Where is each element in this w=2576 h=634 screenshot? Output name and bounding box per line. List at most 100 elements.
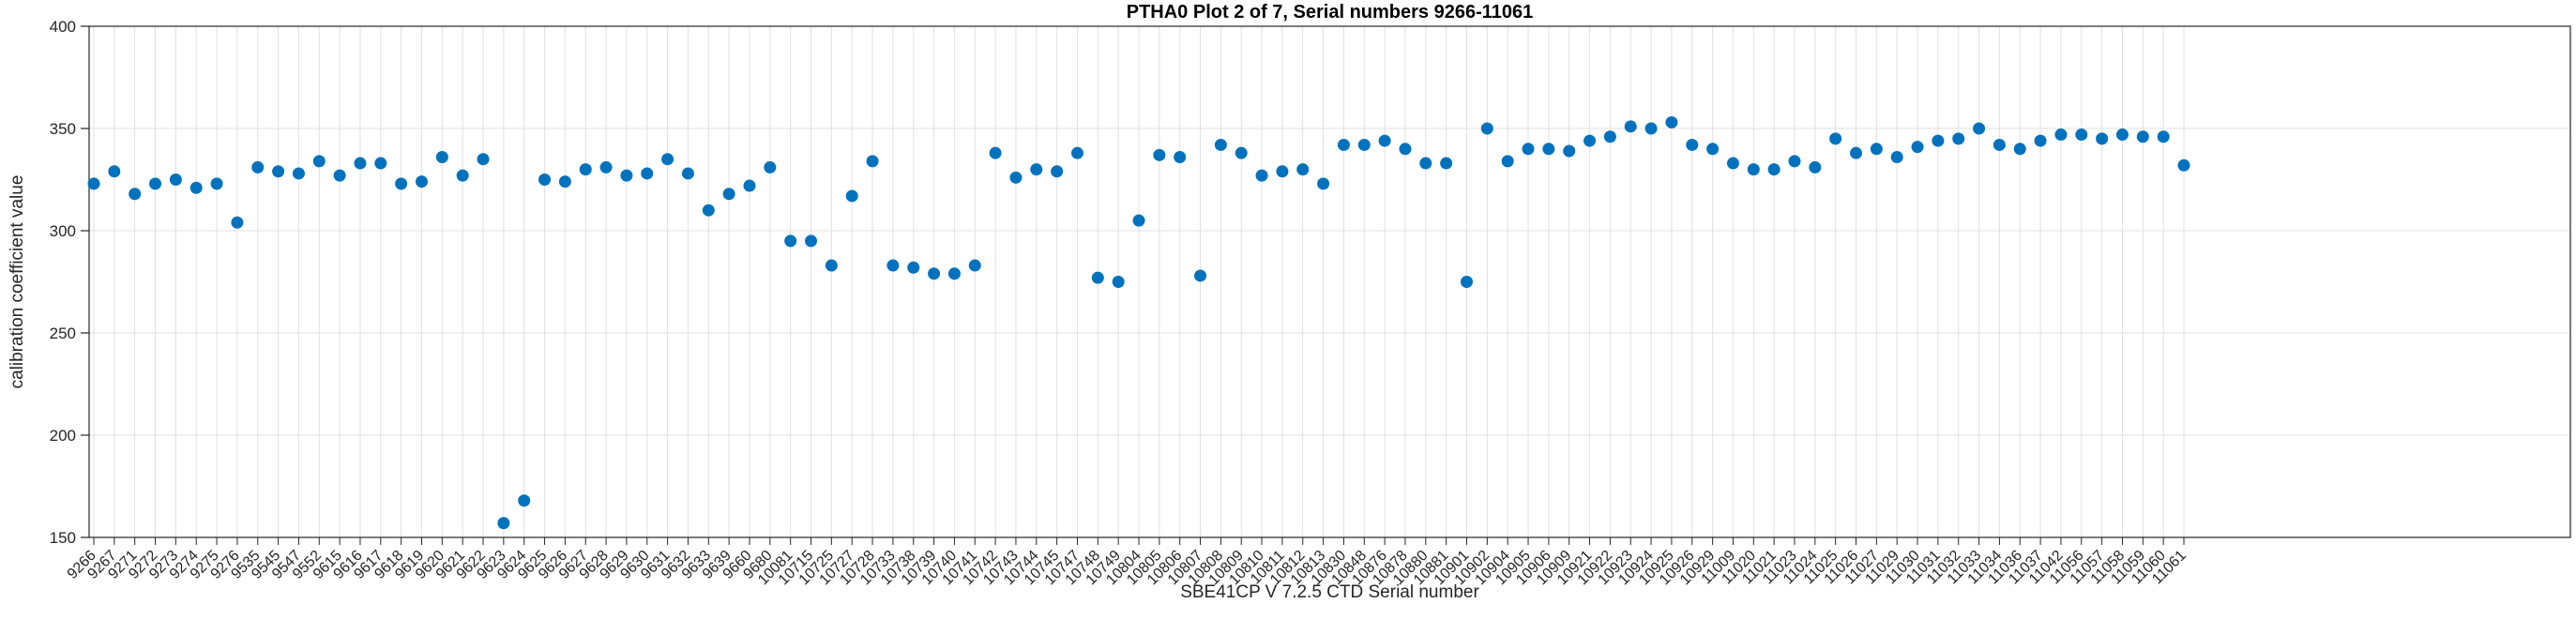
data-point — [784, 234, 797, 248]
data-point — [149, 177, 162, 190]
data-point — [1357, 138, 1371, 151]
data-point — [2075, 128, 2088, 142]
data-point — [1767, 163, 1780, 176]
data-point — [1030, 163, 1043, 176]
y-tick-label: 250 — [50, 325, 76, 342]
data-point — [210, 177, 223, 190]
data-point — [1870, 143, 1883, 156]
data-point — [2177, 158, 2190, 172]
data-point — [1091, 271, 1104, 284]
data-point — [333, 169, 346, 182]
data-point — [702, 204, 715, 217]
y-tick-label: 200 — [50, 427, 76, 445]
data-point — [2115, 128, 2129, 142]
data-point — [538, 174, 552, 186]
data-point — [374, 157, 387, 170]
data-point — [968, 259, 981, 272]
data-point — [1973, 122, 1986, 135]
data-point — [866, 155, 879, 168]
data-point — [435, 151, 448, 164]
data-point — [1890, 151, 1903, 164]
gridlines — [89, 25, 2570, 538]
data-point — [558, 175, 571, 189]
data-point — [1706, 143, 1720, 156]
data-point — [579, 163, 592, 176]
data-point — [1009, 171, 1023, 184]
data-point — [312, 155, 326, 168]
data-point — [1480, 122, 1493, 135]
data-point — [1419, 157, 1432, 170]
data-point — [2096, 132, 2109, 145]
data-point — [947, 267, 961, 280]
data-point — [1644, 122, 1658, 135]
data-point — [928, 267, 941, 280]
data-point — [1255, 169, 1268, 182]
data-point — [1583, 134, 1597, 147]
data-point — [189, 181, 203, 194]
x-axis-label: SBE41CP V 7.2.5 CTD Serial number — [1180, 582, 1479, 602]
data-point — [907, 261, 920, 274]
plot-frame — [88, 25, 2571, 538]
data-point — [1952, 132, 1965, 145]
data-point — [2034, 134, 2047, 147]
data-point — [1378, 134, 1391, 147]
data-point — [108, 165, 121, 178]
data-point — [2054, 128, 2068, 142]
data-points — [87, 115, 2190, 530]
data-point — [1296, 163, 1310, 176]
data-point — [1911, 141, 1924, 154]
data-point — [825, 259, 838, 272]
data-point — [292, 167, 305, 180]
x-axis-ticks: 9266926792719272927392749275927695359545… — [65, 537, 2190, 588]
chart-title: PTHA0 Plot 2 of 7, Serial numbers 9266-1… — [1126, 2, 1534, 23]
data-point — [129, 188, 142, 201]
data-point — [497, 517, 510, 530]
data-point — [169, 174, 182, 186]
data-point — [1726, 157, 1739, 170]
data-point — [641, 167, 654, 180]
data-point — [395, 177, 408, 190]
data-point — [1399, 143, 1412, 156]
data-point — [1747, 163, 1760, 176]
data-point — [456, 169, 469, 182]
data-point — [1132, 214, 1145, 227]
data-point — [1624, 120, 1637, 133]
data-point — [1563, 144, 1576, 158]
data-point — [1112, 276, 1125, 288]
data-point — [886, 259, 900, 272]
data-point — [764, 160, 777, 174]
data-point — [1440, 157, 1453, 170]
data-point — [1235, 146, 1248, 159]
data-point — [477, 153, 490, 166]
data-point — [722, 188, 735, 201]
y-axis-ticks: 150 200 250 300 350 400 — [50, 18, 89, 547]
data-point — [1070, 146, 1083, 159]
data-point — [2013, 143, 2026, 156]
y-tick-label: 400 — [50, 18, 76, 36]
data-point — [1686, 138, 1699, 151]
data-point — [1603, 130, 1616, 143]
data-point — [1932, 134, 1945, 147]
data-point — [251, 160, 265, 174]
data-point — [1829, 132, 1842, 145]
data-point — [354, 157, 367, 170]
data-point — [1276, 165, 1289, 178]
data-point — [1809, 160, 1822, 174]
data-point — [1051, 165, 1064, 178]
data-point — [1174, 151, 1187, 164]
y-tick-label: 150 — [50, 529, 76, 547]
data-point — [845, 189, 858, 203]
data-point — [805, 234, 818, 248]
data-point — [1522, 143, 1535, 156]
data-point — [87, 177, 100, 190]
data-point — [681, 167, 694, 180]
y-tick-label: 350 — [50, 120, 76, 138]
data-point — [1194, 269, 1207, 282]
data-point — [1850, 146, 1863, 159]
data-point — [1993, 138, 2006, 151]
data-point — [1153, 148, 1166, 161]
data-point — [1337, 138, 1350, 151]
data-point — [661, 153, 674, 166]
